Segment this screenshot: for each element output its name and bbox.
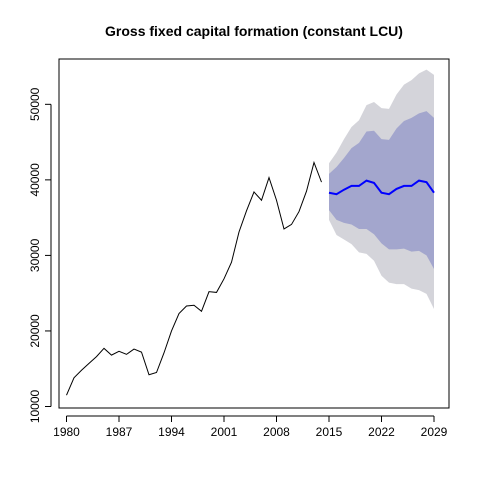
y-tick-label: 20000 — [28, 314, 42, 348]
forecast-mean-line — [328, 179, 435, 196]
y-tick-label: 30000 — [28, 238, 42, 272]
chart-title: Gross fixed capital formation (constant … — [105, 23, 403, 39]
history-line-layer — [66, 160, 322, 396]
x-tick-label: 2022 — [368, 425, 395, 439]
forecast-line-layer — [328, 179, 435, 196]
confidence-band-80-layer — [329, 111, 434, 270]
plot-frame — [58, 58, 450, 409]
x-tick-label: 2015 — [316, 425, 343, 439]
history-series-line — [66, 160, 322, 396]
x-tick-label: 1994 — [158, 425, 185, 439]
y-tick-label: 40000 — [28, 163, 42, 197]
x-tick-label: 1980 — [53, 425, 80, 439]
x-tick-label: 1987 — [106, 425, 133, 439]
y-tick-label: 50000 — [28, 87, 42, 121]
x-tick-label: 2029 — [421, 425, 448, 439]
x-tick-label: 2008 — [263, 425, 290, 439]
x-tick-label: 2001 — [211, 425, 238, 439]
axes-layer: 1980 1987 1994 2001 2008 2015 2022 2029 10000 200… — [28, 87, 448, 439]
confidence-band-80 — [329, 111, 434, 270]
y-tick-label: 10000 — [28, 389, 42, 423]
